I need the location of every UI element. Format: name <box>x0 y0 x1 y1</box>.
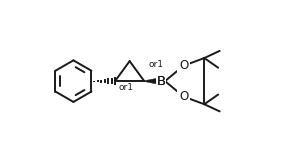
Text: or1: or1 <box>119 83 134 92</box>
Text: O: O <box>179 90 188 103</box>
Text: or1: or1 <box>149 60 164 69</box>
Text: B: B <box>157 75 166 88</box>
Text: B: B <box>157 75 166 88</box>
Polygon shape <box>144 77 161 85</box>
Text: O: O <box>179 59 188 72</box>
